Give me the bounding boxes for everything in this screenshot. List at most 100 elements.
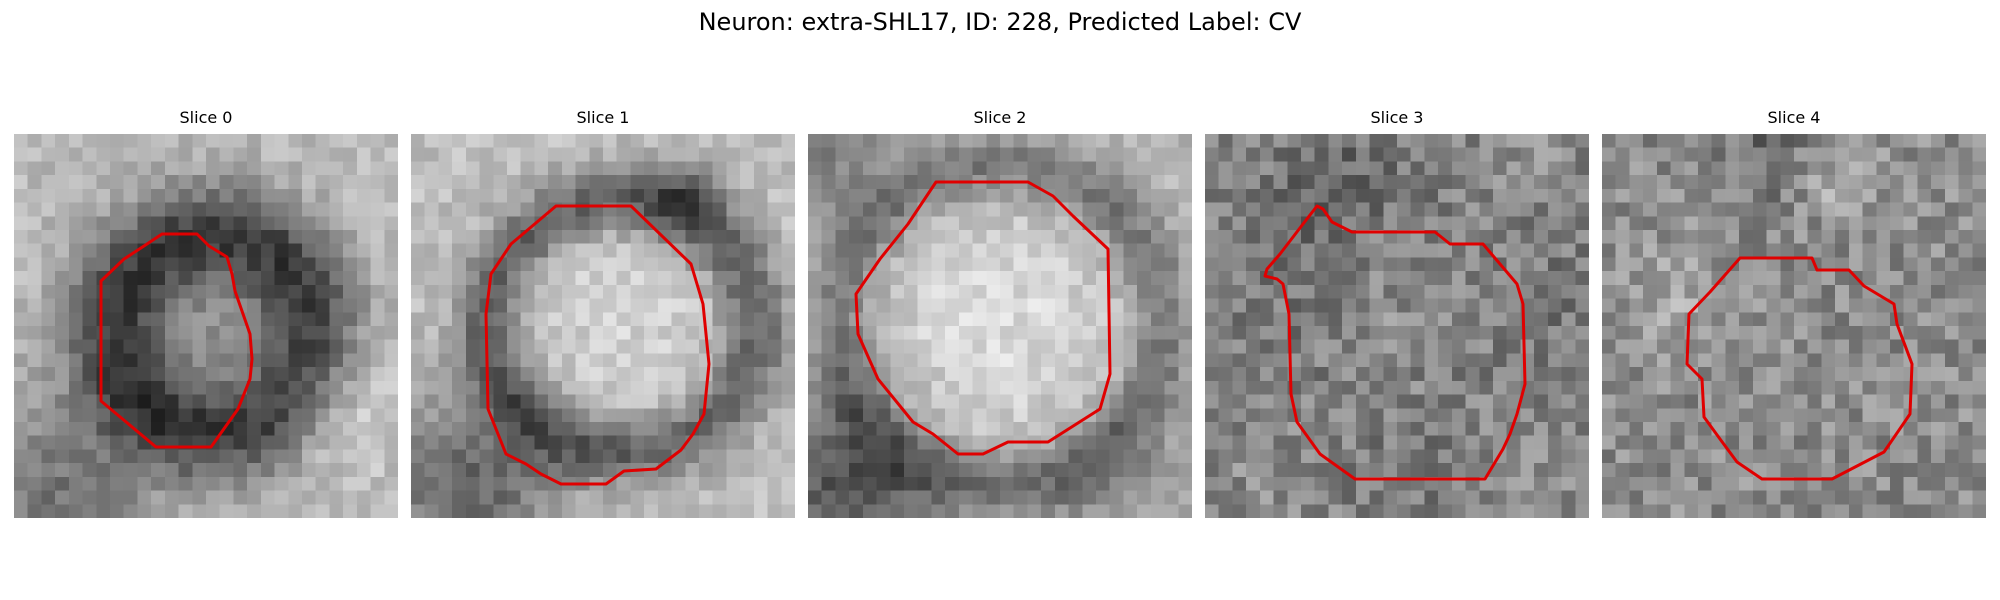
pixel [329, 134, 344, 149]
pixel [657, 243, 672, 258]
pixel [862, 476, 877, 491]
pixel [438, 230, 453, 245]
pixel [1068, 312, 1083, 327]
pixel [1602, 394, 1617, 409]
pixel [712, 490, 727, 505]
pixel [1656, 161, 1671, 176]
pixel [904, 435, 919, 450]
pixel [274, 353, 289, 368]
pixel [315, 284, 330, 299]
pixel [151, 326, 166, 341]
pixel [603, 380, 618, 395]
pixel [1807, 175, 1822, 190]
pixel [616, 326, 631, 341]
pixel [370, 380, 385, 395]
pixel [1178, 271, 1192, 286]
pixel [370, 422, 385, 437]
pixel [151, 216, 166, 231]
pixel [96, 408, 111, 423]
pixel [1862, 380, 1877, 395]
pixel [862, 504, 877, 518]
pixel [1096, 147, 1111, 162]
pixel [1602, 271, 1617, 286]
pixel [1218, 298, 1233, 313]
pixel [958, 298, 973, 313]
pixel [329, 257, 344, 272]
pixel [821, 271, 836, 286]
pixel [1506, 490, 1521, 505]
pixel [82, 476, 97, 491]
pixel [1451, 463, 1466, 478]
pixel [1232, 230, 1247, 245]
pixel [753, 380, 768, 395]
pixel [945, 147, 960, 162]
pixel [1424, 504, 1439, 518]
pixel [41, 449, 56, 464]
pixel [479, 284, 494, 299]
pixel [164, 422, 179, 437]
pixel [1342, 422, 1357, 437]
pixel [1041, 353, 1056, 368]
pixel [685, 449, 700, 464]
pixel [1287, 271, 1302, 286]
pixel [1314, 188, 1329, 203]
pixel [1917, 271, 1932, 286]
pixel [1643, 284, 1658, 299]
pixel [726, 380, 741, 395]
pixel [972, 298, 987, 313]
pixel [192, 284, 207, 299]
pixel [452, 257, 467, 272]
pixel [1232, 134, 1247, 149]
pixel [1068, 257, 1083, 272]
pixel [1465, 394, 1480, 409]
pixel [192, 188, 207, 203]
pixel [1479, 230, 1494, 245]
pixel [110, 312, 125, 327]
pixel [1137, 134, 1152, 149]
pixel [904, 161, 919, 176]
pixel [1218, 394, 1233, 409]
pixel [1629, 326, 1644, 341]
pixel [1835, 408, 1850, 423]
pixel [1397, 504, 1412, 518]
pixel [1766, 422, 1781, 437]
pixel [1725, 353, 1740, 368]
pixel [1137, 161, 1152, 176]
pixel [575, 230, 590, 245]
pixel [1917, 134, 1932, 149]
pixel [1629, 230, 1644, 245]
pixel [1656, 216, 1671, 231]
pixel [1766, 380, 1781, 395]
pixel [1520, 463, 1535, 478]
pixel [438, 326, 453, 341]
pixel [1506, 435, 1521, 450]
pixel [1903, 422, 1918, 437]
pixel [68, 449, 83, 464]
pixel [247, 271, 262, 286]
pixel [644, 230, 659, 245]
pixel [288, 175, 303, 190]
pixel [123, 422, 138, 437]
pixel [274, 284, 289, 299]
pixel [890, 380, 905, 395]
pixel [958, 326, 973, 341]
pixel [726, 257, 741, 272]
pixel [493, 230, 508, 245]
pixel [1178, 353, 1192, 368]
pixel [808, 422, 823, 437]
pixel [1643, 312, 1658, 327]
pixel [1848, 243, 1863, 258]
pixel [1123, 326, 1138, 341]
pixel [27, 435, 42, 450]
pixel [370, 504, 385, 518]
pixel [1876, 216, 1891, 231]
pixel [1328, 380, 1343, 395]
pixel [1794, 271, 1809, 286]
pixel [1301, 339, 1316, 354]
pixel [1150, 394, 1165, 409]
pixel [1575, 353, 1589, 368]
pixel [890, 326, 905, 341]
pixel [520, 339, 535, 354]
pixel [1355, 161, 1370, 176]
pixel [575, 367, 590, 382]
